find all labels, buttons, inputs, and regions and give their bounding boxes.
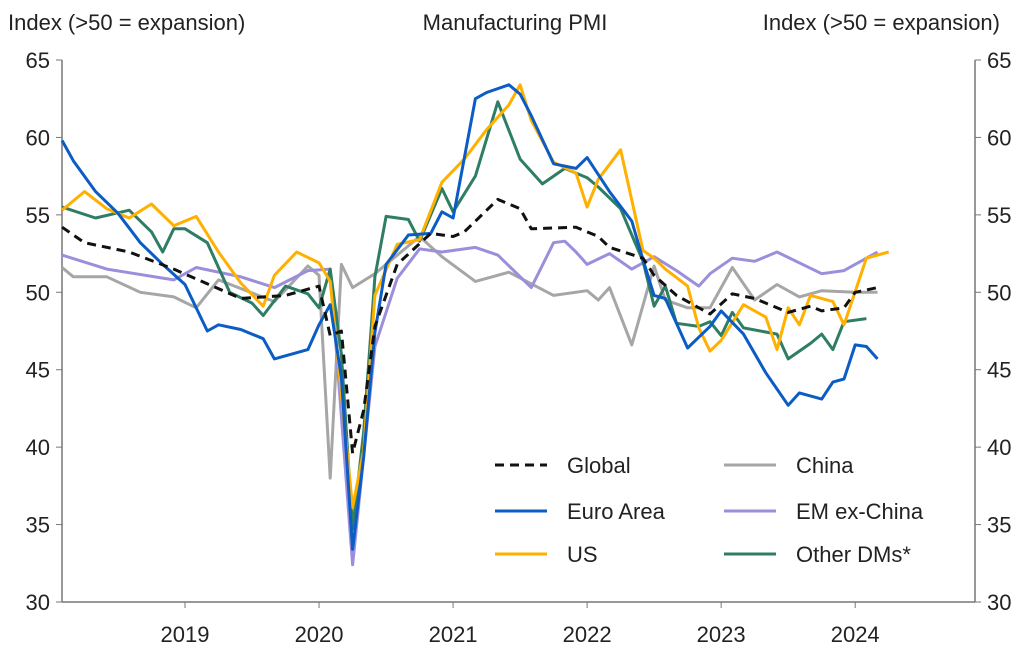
series-us — [62, 85, 889, 508]
y-tick-label-right: 45 — [987, 358, 1011, 383]
series-global — [62, 199, 878, 453]
y-tick-label-left: 30 — [26, 590, 50, 615]
legend-label: Euro Area — [567, 499, 666, 524]
right-axis-label: Index (>50 = expansion) — [763, 10, 1000, 35]
x-tick-label: 2021 — [429, 622, 478, 647]
y-tick-label-left: 55 — [26, 203, 50, 228]
left-axis-label: Index (>50 = expansion) — [8, 10, 245, 35]
y-tick-label-right: 35 — [987, 513, 1011, 538]
y-tick-label-left: 50 — [26, 280, 50, 305]
x-tick-label: 2023 — [697, 622, 746, 647]
x-tick-label: 2020 — [295, 622, 344, 647]
y-tick-label-right: 40 — [987, 435, 1011, 460]
series-line — [62, 199, 877, 453]
x-tick-label: 2019 — [161, 622, 210, 647]
legend-label: Other DMs* — [796, 542, 911, 567]
legend-label: China — [796, 453, 854, 478]
series-em-ex-china — [62, 241, 878, 565]
y-tick-label-left: 65 — [26, 48, 50, 73]
y-tick-label-right: 60 — [987, 125, 1011, 150]
series-lines — [62, 85, 889, 565]
legend-label: Global — [567, 453, 631, 478]
series-euro-area — [62, 85, 878, 550]
y-tick-label-left: 40 — [26, 435, 50, 460]
legend-label: US — [567, 542, 598, 567]
legend: Global Euro Area US China EM ex-China Other D… — [495, 453, 924, 567]
y-tick-label-right: 50 — [987, 280, 1011, 305]
series-line — [62, 85, 877, 550]
series-line — [62, 85, 889, 508]
series-line — [62, 241, 877, 565]
y-tick-label-left: 60 — [26, 125, 50, 150]
chart-title: Manufacturing PMI — [423, 10, 608, 35]
x-tick-label: 2022 — [563, 622, 612, 647]
y-tick-label-left: 35 — [26, 513, 50, 538]
y-tick-label-right: 65 — [987, 48, 1011, 73]
y-tick-label-right: 55 — [987, 203, 1011, 228]
y-tick-label-right: 30 — [987, 590, 1011, 615]
x-tick-label: 2024 — [831, 622, 880, 647]
y-tick-label-left: 45 — [26, 358, 50, 383]
legend-label: EM ex-China — [796, 499, 924, 524]
